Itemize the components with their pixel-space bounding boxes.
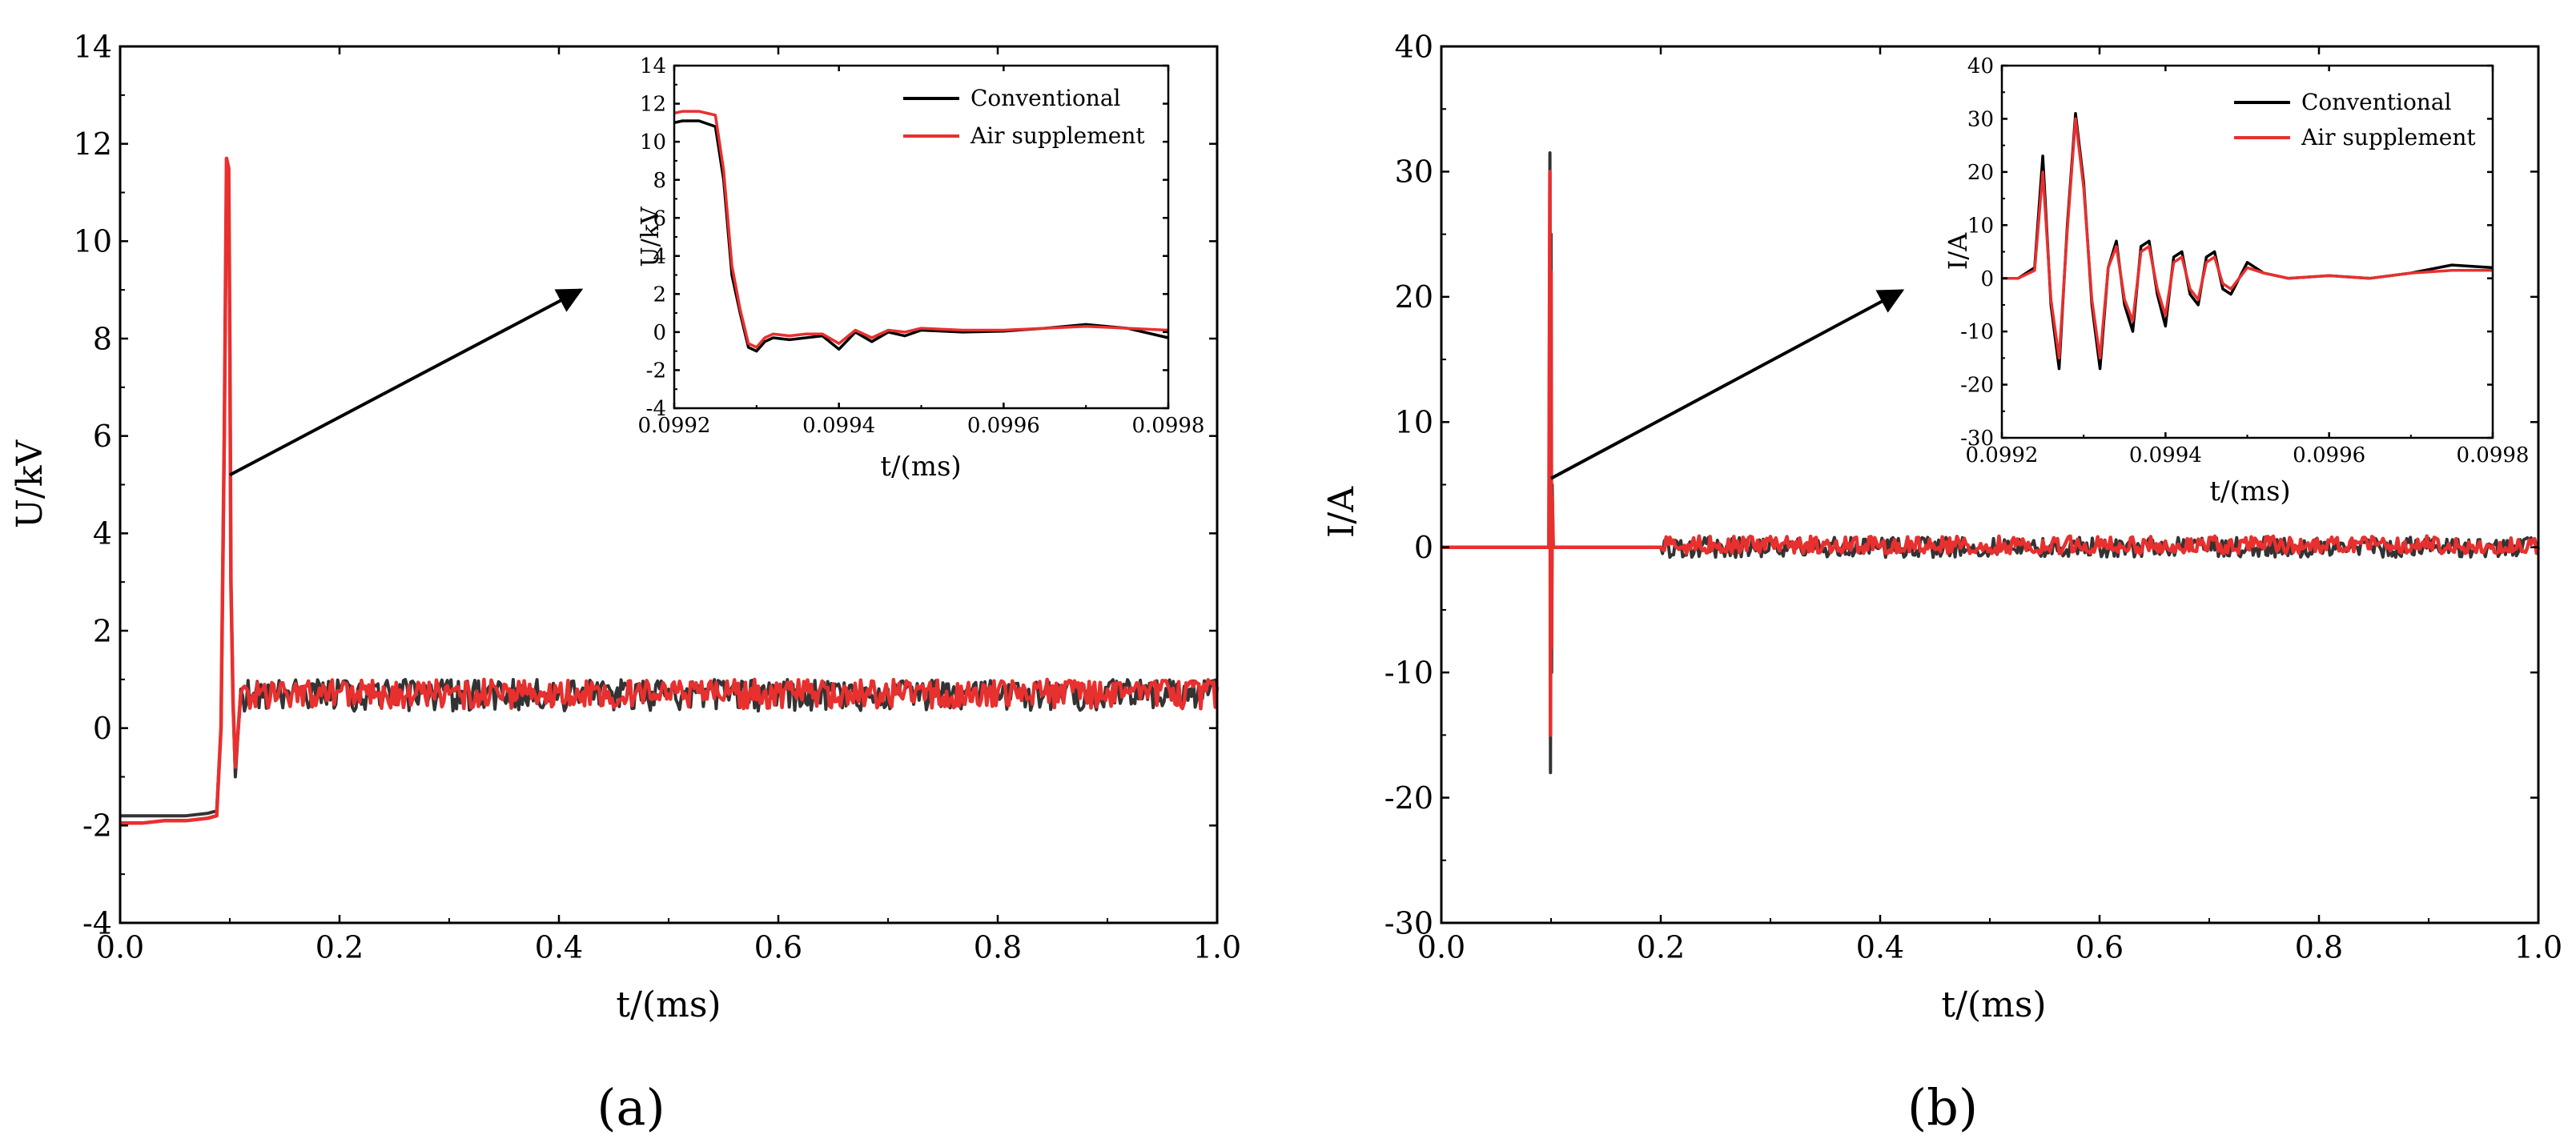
panel-a-inset-xlabel: t/(ms) <box>880 451 961 483</box>
panel-b-ytick-label: -30 <box>1384 905 1433 940</box>
panel-b-inset-xlabel: t/(ms) <box>2209 475 2290 507</box>
panel-a-inset-ytick-label: 4 <box>653 245 666 269</box>
panel-a-legend-conventional-label: Conventional <box>971 85 1121 111</box>
panel-b-inset-ytick-label: 40 <box>1967 54 1994 78</box>
panel-a-ytick-label: 0 <box>93 711 112 746</box>
panel-a-xtick-label: 0.8 <box>974 930 1022 965</box>
panel-a-inset-bg <box>674 66 1168 408</box>
panel-a-ylabel: U/kV <box>10 439 50 529</box>
panel-a-ytick-label: -4 <box>82 905 112 940</box>
panel-b-legend-conventional-label: Conventional <box>2301 89 2452 115</box>
panel-a-inset-plot-group <box>673 110 1169 353</box>
panel-a-xtick-label: 1.0 <box>1193 930 1241 965</box>
panel-a-label: (a) <box>597 1078 665 1137</box>
panel-b-inset-xtick-label: 0.0996 <box>2293 443 2365 467</box>
panel-a-inset-ytick-label: 14 <box>640 54 666 78</box>
panel-b-ytick-label: 40 <box>1395 29 1433 64</box>
panel-b-inset-legend: Conventional Air supplement <box>2234 89 2476 150</box>
panel-a-arrow <box>229 288 584 477</box>
panel-b-inset-y-ticks: -30 -20 -10 0 10 20 30 40 <box>1960 54 2493 451</box>
panel-b-inset-ytick-label: 20 <box>1967 161 1994 185</box>
panel-b-inset-ytick-label: 10 <box>1967 214 1994 238</box>
panel-a-ytick-label: -2 <box>82 808 112 844</box>
panel-b-ytick-label: 0 <box>1414 530 1433 565</box>
panel-a-inset-legend: Conventional Air supplement <box>903 85 1145 149</box>
panel-a-xtick-label: 0.0 <box>96 930 144 965</box>
panel-b-ylabel: I/A <box>1321 486 1362 538</box>
panel-b-inset-bg <box>2002 66 2493 438</box>
panel-b-ytick-label: -20 <box>1384 780 1433 816</box>
panel-b-xtick-label: 0.4 <box>1856 930 1904 965</box>
panel-b-inset-ytick-label: 30 <box>1967 108 1994 132</box>
panel-a-inset-y-ticks: -4 -2 0 2 4 6 8 10 12 14 <box>640 54 1168 421</box>
panel-a-y-ticks: -4 -2 0 2 4 6 8 10 12 14 <box>74 29 1217 940</box>
panel-b-inset-series-air-supplement <box>2002 117 2493 360</box>
panel-a-ytick-label: 12 <box>74 126 112 162</box>
panel-b: -30 -20 -10 0 10 20 30 40 0.0 0.2 0.4 0.6 0.8 1.0 I/… <box>1321 29 2562 1137</box>
panel-a-ytick-label: 6 <box>93 419 112 454</box>
panel-b-inset-ytick-label: -20 <box>1960 374 1994 398</box>
panel-a-series-air-supplement <box>120 156 1220 825</box>
panel-b-inset-xtick-label: 0.0992 <box>1966 443 2039 467</box>
panel-b-xtick-label: 0.8 <box>2295 930 2343 965</box>
panel-b-xtick-label: 0.2 <box>1637 930 1685 965</box>
panel-a-ytick-label: 14 <box>74 29 112 64</box>
panel-a-inset-ytick-label: 6 <box>653 207 666 231</box>
panel-a-inset-xtick-label: 0.0994 <box>802 414 875 438</box>
panel-b-inset-ytick-label: 0 <box>1980 267 1994 291</box>
panel-a-ytick-label: 10 <box>74 224 112 259</box>
panel-b-inset-ytick-label: -10 <box>1960 320 1994 344</box>
panel-b-xlabel: t/(ms) <box>1941 985 2046 1025</box>
panel-b-inset-ytick-label: -30 <box>1960 427 1994 451</box>
panel-a-plot-group <box>120 156 1220 825</box>
panel-b-inset-plot-group <box>2002 112 2494 371</box>
panel-a-inset-x-ticks: 0.0992 0.0994 0.0996 0.0998 <box>638 66 1205 438</box>
panel-b-ytick-label: 20 <box>1395 279 1433 315</box>
panel-b-inset-x-ticks: 0.0992 0.0994 0.0996 0.0998 <box>1966 66 2530 467</box>
panel-a-inset-ytick-label: -2 <box>646 359 666 383</box>
panel-b-series-air-supplement <box>1441 170 2541 737</box>
panel-b-xtick-label: 0.0 <box>1417 930 1465 965</box>
panel-a-ytick-label: 8 <box>93 321 112 356</box>
panel-b-inset-xtick-label: 0.0998 <box>2457 443 2530 467</box>
panel-b-ytick-label: -10 <box>1384 655 1433 690</box>
panel-a-inset-xtick-label: 0.0996 <box>967 414 1040 438</box>
panel-a-inset-ytick-label: 10 <box>640 130 666 154</box>
panel-b-ytick-label: 10 <box>1395 405 1433 440</box>
panel-a-inset-ytick-label: 8 <box>653 169 666 193</box>
panel-a-xtick-label: 0.2 <box>315 930 364 965</box>
panel-a-xlabel: t/(ms) <box>616 985 721 1025</box>
panel-a-ytick-label: 2 <box>93 613 112 648</box>
panel-a-xtick-label: 0.4 <box>535 930 583 965</box>
panel-b-xtick-label: 0.6 <box>2076 930 2124 965</box>
panel-b-ytick-label: 30 <box>1395 154 1433 190</box>
panel-b-label: (b) <box>1907 1078 1978 1137</box>
panel-a-inset-ytick-label: 2 <box>653 283 666 307</box>
panel-b-xtick-label: 1.0 <box>2514 930 2562 965</box>
panel-b-arrow <box>1550 289 1905 480</box>
panel-a-inset: -4 -2 0 2 4 6 8 10 12 14 0.0992 0.0994 0.0996 0.0998… <box>637 54 1204 483</box>
panel-b-inset-ylabel: I/A <box>1943 232 1973 270</box>
panel-a-x-ticks: 0.0 0.2 0.4 0.6 0.8 1.0 <box>96 46 1241 965</box>
panel-a-inset-ytick-label: -4 <box>646 397 666 421</box>
panel-a-legend-air-label: Air supplement <box>970 122 1145 149</box>
panel-b-y-ticks: -30 -20 -10 0 10 20 30 40 <box>1384 29 2538 940</box>
panel-a-inset-ylabel: U/kV <box>637 206 665 267</box>
panel-b-x-ticks: 0.0 0.2 0.4 0.6 0.8 1.0 <box>1417 46 2562 965</box>
panel-a-inset-ytick-label: 12 <box>640 93 666 117</box>
panel-a-inset-xtick-label: 0.0992 <box>638 414 711 438</box>
panel-a-inset-xtick-label: 0.0998 <box>1132 414 1205 438</box>
panel-b-legend-air-label: Air supplement <box>2301 124 2476 150</box>
panel-b-inset-xtick-label: 0.0994 <box>2129 443 2202 467</box>
panel-b-plot-group <box>1441 151 2541 775</box>
panel-a-inset-ytick-label: 0 <box>653 321 666 345</box>
panel-a-inset-series-air-supplement <box>673 110 1169 349</box>
panel-a-xtick-label: 0.6 <box>754 930 802 965</box>
panel-a-ytick-label: 4 <box>93 516 112 551</box>
